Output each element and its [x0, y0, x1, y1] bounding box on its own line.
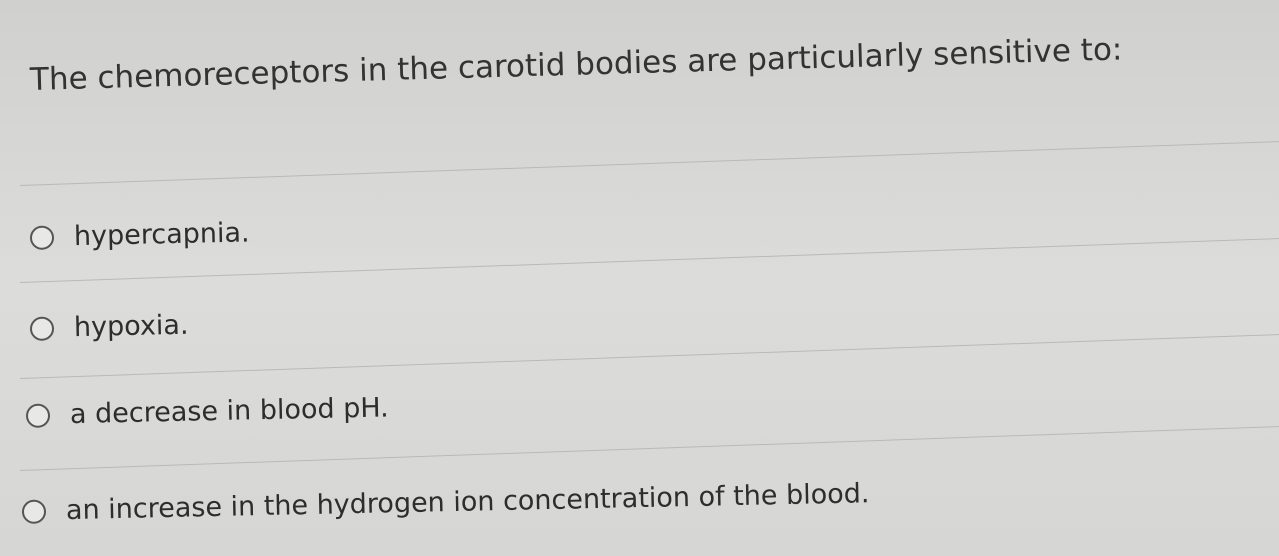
option-label[interactable]: hypoxia. [73, 309, 189, 344]
answer-option[interactable]: hypercapnia. [29, 217, 250, 253]
radio-button[interactable] [25, 403, 51, 428]
option-label[interactable]: an increase in the hydrogen ion concentr… [65, 478, 870, 527]
radio-button[interactable] [29, 316, 55, 341]
question-text: The chemoreceptors in the carotid bodies… [29, 31, 1123, 98]
radio-button[interactable] [29, 225, 55, 250]
divider [19, 333, 1279, 379]
divider [19, 140, 1279, 186]
option-label[interactable]: a decrease in blood pH. [69, 392, 390, 431]
answer-option[interactable]: a decrease in blood pH. [25, 392, 390, 431]
option-label[interactable]: hypercapnia. [73, 217, 250, 253]
answer-option[interactable]: hypoxia. [29, 309, 189, 344]
radio-button[interactable] [21, 499, 47, 524]
divider [19, 425, 1279, 471]
answer-option[interactable]: an increase in the hydrogen ion concentr… [21, 478, 870, 527]
